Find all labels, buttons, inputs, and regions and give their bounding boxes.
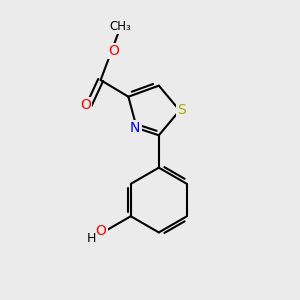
Text: H: H (87, 232, 96, 245)
Text: O: O (80, 98, 91, 112)
Text: S: S (177, 103, 185, 118)
Text: O: O (108, 44, 119, 58)
Text: O: O (96, 224, 106, 238)
Text: N: N (130, 121, 140, 135)
Text: CH₃: CH₃ (110, 20, 131, 34)
